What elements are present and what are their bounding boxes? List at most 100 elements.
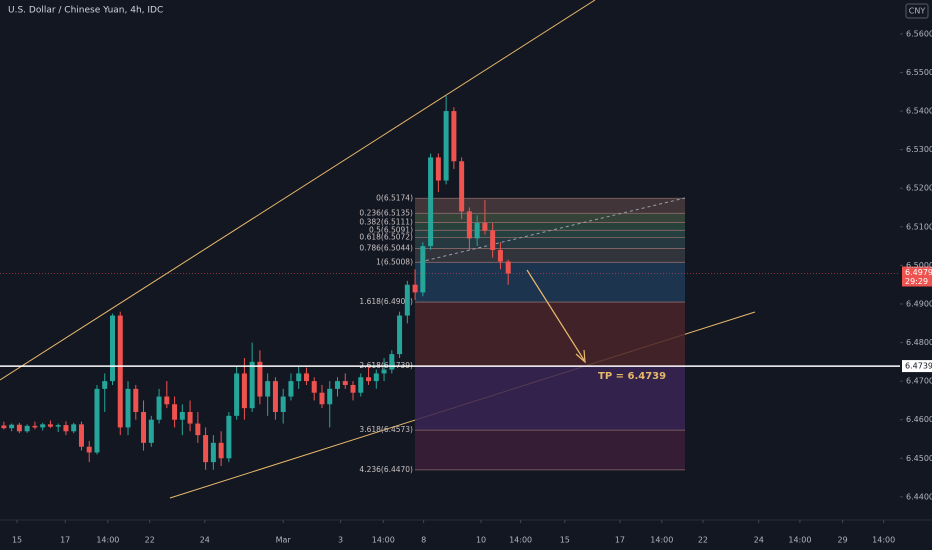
y-tick-label: 6.5100 [906,222,932,231]
candles [1,95,511,470]
candle-body [78,424,84,447]
candle-body [55,425,61,427]
candle-body [459,161,465,212]
candle-body [148,419,154,443]
candle-body [195,423,201,436]
y-tick-label: 6.4800 [906,338,932,347]
x-tick-label: 14:00 [650,536,673,545]
candle-body [428,157,434,247]
x-tick-label: 15 [560,536,570,545]
candle-body [257,361,263,397]
y-tick-label: 6.5200 [906,184,932,193]
y-tick-label: 6.5400 [906,107,932,116]
currency-box [905,3,929,19]
candle-body [303,373,309,382]
candle-body [241,373,247,409]
candle-body [226,415,232,459]
candle-body [218,442,224,459]
x-tick-label: 17 [615,536,625,545]
upper-trendline [0,0,596,381]
x-tick-label: Mar [276,536,292,545]
y-tick-label: 6.4400 [906,492,932,501]
candle-body [40,424,46,428]
fib-label: 1.618(6.4905) [359,297,413,306]
candle-body [435,157,441,181]
candle-body [335,381,340,389]
x-tick-label: 14:00 [872,536,895,545]
y-tick-label: 6.5500 [906,68,932,77]
fib-label: 1(6.5008) [376,257,413,266]
tp-annotation: TP = 6.4739 [598,371,666,382]
candle-body [350,384,356,393]
arrow-head [575,349,586,364]
candle-body [466,211,472,239]
y-tick-label: 6.5600 [906,29,932,38]
fib-band [415,248,685,263]
candle-body [156,396,162,420]
candle-body [141,411,147,443]
fib-label: 3.618(6.4573) [359,425,413,434]
x-tick-label: 15 [12,536,22,545]
y-tick-label: 6.4600 [906,415,932,424]
fib-band [415,237,685,249]
x-tick-label: 14:00 [788,536,811,545]
candle-body [63,425,69,432]
x-tick-label: 14:00 [372,536,395,545]
fib-band [415,302,685,367]
y-tick-label: 6.5300 [906,145,932,154]
candle-body [327,388,333,405]
candle-body [32,425,38,428]
candle-body [443,111,449,181]
candle-body [311,381,317,393]
candle-body [474,222,480,239]
fib-label: 0.382(6.5111) [359,218,413,227]
fib-label: 4.236(6.4470) [359,465,413,474]
candle-body [265,381,271,397]
candle-body [210,442,216,463]
y-tick-label: 6.4700 [906,377,932,386]
candle-body [249,361,255,409]
x-tick-label: 24 [200,536,210,545]
candle-body [86,446,92,453]
candle-body [397,315,403,355]
candle-body [117,315,123,428]
x-tick-label: 22 [145,536,155,545]
candle-body [71,424,77,432]
candle-body [47,424,53,427]
x-tick-label: 10 [476,536,486,545]
countdown: 29:29 [905,277,928,286]
candle-body [420,246,426,293]
candle-body [280,396,286,412]
fib-band [415,222,685,231]
candle-body [94,388,100,453]
candle-body [342,381,348,385]
candle-body [358,377,364,393]
x-tick-label: 24 [754,536,764,545]
fib-band [415,213,685,223]
candle-body [373,373,379,382]
fib-label: 0.786(6.5044) [359,243,413,252]
candle-body [110,315,115,382]
candle-body [24,425,30,432]
fib-band [415,430,685,470]
candle-body [366,377,372,382]
candle-body [187,411,193,424]
fib-retracement: 0(6.5174) 0.236(6.5135)0.382(6.5111)0.5(6… [359,193,685,474]
candle-body [164,396,170,405]
candle-body [1,425,7,429]
candle-body [412,284,418,293]
arrow [526,269,585,361]
candle-body [319,392,325,405]
fib-label: 0.5(6.5091) [369,225,413,234]
candle-body [203,435,209,463]
candle-body [234,373,240,416]
fib-label: 0(6.5174) [376,193,413,202]
candle-body [272,381,278,412]
candle-body [505,261,511,274]
candle-body [490,230,496,250]
target-label: 6.4739 [905,362,932,371]
candle-body [9,424,15,429]
